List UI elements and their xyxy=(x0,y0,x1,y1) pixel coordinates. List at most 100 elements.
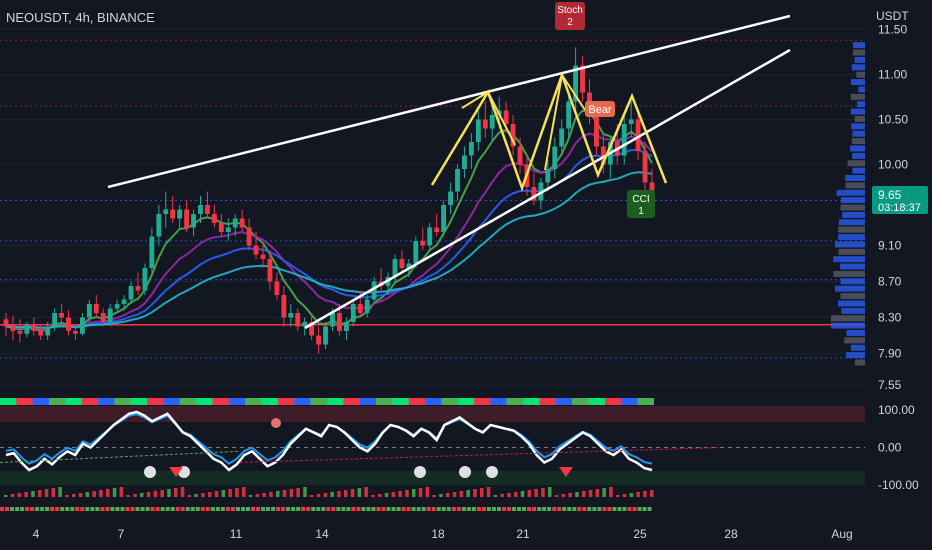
trend-bar-segment xyxy=(163,398,180,405)
signal-dot xyxy=(235,507,240,511)
volume-profile-bar xyxy=(845,175,865,181)
candle-body xyxy=(79,317,85,334)
oversold-zone xyxy=(0,471,865,485)
volume-bar xyxy=(160,490,164,497)
signal-dot xyxy=(512,507,517,511)
volume-profile-bar xyxy=(833,256,865,263)
signal-dot xyxy=(597,507,602,511)
trend-bar-segment xyxy=(572,398,589,405)
volume-bar xyxy=(92,491,96,497)
candle-body xyxy=(170,209,176,219)
signal-dot xyxy=(281,507,286,511)
time-axis[interactable]: 4 7 11 14 18 21 25 28 Aug xyxy=(0,518,932,550)
candle-body xyxy=(73,331,78,334)
bear-triangle-icon xyxy=(169,467,183,477)
candle-body xyxy=(246,227,252,246)
volume-profile-bar xyxy=(846,329,865,336)
signal-dot xyxy=(361,507,366,511)
drawing-lines xyxy=(107,14,791,330)
candle-body xyxy=(406,263,412,268)
volume-bar xyxy=(378,494,382,497)
overbought-zone xyxy=(0,406,865,422)
signal-dot xyxy=(491,507,496,511)
pattern-line xyxy=(461,90,516,146)
volume-bar xyxy=(235,488,239,497)
candle-body xyxy=(107,308,113,322)
trend-bar-segment xyxy=(294,398,311,405)
bear-label-text: Bear xyxy=(588,104,612,116)
cci-label-text: CCI xyxy=(632,194,649,205)
osc-tick-label: 100.00 xyxy=(878,403,915,417)
trend-bar-segment xyxy=(32,398,50,405)
volume-profile-bar xyxy=(851,123,865,130)
candle-body xyxy=(448,191,453,205)
signal-dot xyxy=(376,507,381,511)
volume-bar xyxy=(119,487,124,497)
volume-profile-bar xyxy=(851,79,865,86)
trend-bar-segment xyxy=(310,398,327,405)
trend-bar-segment xyxy=(245,398,262,405)
signal-dot xyxy=(296,507,301,511)
volume-bar xyxy=(602,488,606,497)
volume-profile-bar xyxy=(844,337,865,344)
trend-bar-segment xyxy=(539,398,556,405)
candle-body xyxy=(343,322,349,331)
volume-profile-bar xyxy=(840,197,865,204)
trend-bar-segment xyxy=(343,398,360,405)
trend-bar-segment xyxy=(228,398,246,405)
signal-dot xyxy=(120,507,125,511)
volume-bar xyxy=(201,493,205,497)
trend-bar-segment xyxy=(555,398,573,405)
candle-body xyxy=(128,286,134,300)
candle-body xyxy=(225,227,231,232)
candle-body xyxy=(336,313,342,331)
trend-bar-segment xyxy=(359,398,377,405)
signal-dot xyxy=(642,507,647,511)
volume-bar xyxy=(10,494,15,497)
volume-profile-bar xyxy=(831,315,865,322)
price-tick-label: 8.70 xyxy=(878,275,902,289)
volume-bar xyxy=(466,490,470,497)
signal-dot xyxy=(396,507,401,511)
volume-bar xyxy=(153,491,158,497)
signal-dot xyxy=(130,507,135,511)
trend-bar-segment xyxy=(327,398,344,405)
signal-dot xyxy=(321,507,326,511)
signal-dot xyxy=(592,507,597,511)
trend-bar-segment xyxy=(588,398,605,405)
time-tick-label: 14 xyxy=(315,527,329,541)
volume-profile-bar xyxy=(840,278,865,285)
time-tick-label: Aug xyxy=(831,527,852,541)
signal-dot xyxy=(256,507,261,511)
signal-dot xyxy=(547,507,552,511)
signal-dot xyxy=(446,507,451,511)
candle-body xyxy=(211,214,217,223)
signal-dot xyxy=(471,507,476,511)
volume-bar xyxy=(187,495,192,497)
signal-dot xyxy=(180,507,185,511)
candle-body xyxy=(489,115,495,129)
signal-dot xyxy=(110,507,115,511)
candle-body xyxy=(295,313,301,327)
cci-label-count: 1 xyxy=(638,206,644,217)
volume-bar xyxy=(439,494,443,497)
candle-body xyxy=(260,254,266,259)
symbol-title[interactable]: NEOUSDT, 4h, BINANCE xyxy=(6,10,155,25)
volume-bar xyxy=(500,494,504,497)
time-tick-label: 7 xyxy=(118,527,125,541)
candle-body xyxy=(302,322,308,327)
candle-body xyxy=(482,119,488,129)
candle-body xyxy=(24,324,30,334)
volume-bar xyxy=(364,487,368,497)
volume-bar xyxy=(514,492,518,497)
volume-profile-bar xyxy=(834,285,865,292)
price-axis[interactable]: 11.50 11.00 10.50 10.00 9.10 8.70 8.30 7.90 7.55… xyxy=(872,23,928,393)
time-tick-label: 18 xyxy=(431,527,445,541)
currency-label: USDT xyxy=(876,9,909,23)
candle-body xyxy=(475,119,481,142)
signal-dot xyxy=(20,507,25,511)
signal-dot xyxy=(587,507,592,511)
volume-bar xyxy=(398,491,402,497)
volume-profile-bar xyxy=(853,42,865,49)
